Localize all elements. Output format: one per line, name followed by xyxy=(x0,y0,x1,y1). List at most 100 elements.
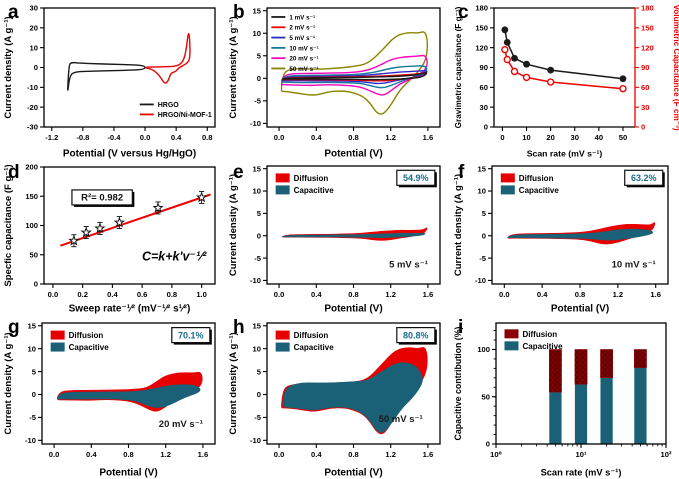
svg-text:Potential (V): Potential (V) xyxy=(99,468,157,479)
svg-text:10: 10 xyxy=(30,43,38,52)
svg-text:5: 5 xyxy=(32,367,37,376)
panel-c-label: c xyxy=(458,2,469,23)
svg-text:0.0: 0.0 xyxy=(49,450,60,459)
svg-text:-10: -10 xyxy=(250,119,261,128)
svg-text:Diffusion: Diffusion xyxy=(69,331,104,340)
panel-f-label: f xyxy=(458,162,465,183)
svg-text:Diffusion: Diffusion xyxy=(523,330,558,339)
svg-text:-10: -10 xyxy=(25,436,36,445)
svg-text:-10: -10 xyxy=(475,276,486,285)
panel-a-chart: -1.2 -0.8 -0.4 0.0 0.4 0.8 -30 -20 -10 0 10 20 30 Pot… xyxy=(3,4,216,160)
svg-text:Scan rate (mV s⁻¹): Scan rate (mV s⁻¹) xyxy=(527,149,603,159)
panel-e-label: e xyxy=(233,162,244,183)
svg-text:Diffusion: Diffusion xyxy=(519,174,554,183)
svg-text:10: 10 xyxy=(522,133,530,142)
svg-text:30: 30 xyxy=(641,103,649,112)
svg-text:5: 5 xyxy=(257,367,262,376)
svg-text:20: 20 xyxy=(30,24,38,33)
svg-text:-10: -10 xyxy=(27,83,38,92)
svg-text:-5: -5 xyxy=(254,413,262,422)
svg-text:10: 10 xyxy=(253,187,261,196)
panel-a: a -1.2 -0.8 -0.4 0.0 0.4 0.8 -30 -20 -10 0 10 20 30 P… xyxy=(0,0,226,160)
svg-text:Current density (A g⁻¹): Current density (A g⁻¹) xyxy=(228,16,239,118)
svg-text:R²= 0.982: R²= 0.982 xyxy=(81,193,123,204)
svg-text:15: 15 xyxy=(253,6,262,15)
panel-g-chart: 0.0 0.4 0.8 1.2 1.6 -10 -5 0 5 10 15 Potential (V) C… xyxy=(3,321,216,479)
panel-c-chart: 0 10 20 30 40 50 0 0 30 30 60 60 90 90 120 120 150 150 180… xyxy=(454,4,679,159)
panel-i-chart: 10⁰ 10¹ 10² 0 50 100 Scan rate (mV s⁻¹) Capacit… xyxy=(453,322,672,478)
svg-text:80.8%: 80.8% xyxy=(403,330,429,340)
svg-text:Capacitive: Capacitive xyxy=(523,342,564,351)
panel-d-label: d xyxy=(8,162,20,183)
svg-text:2 mV s⁻¹: 2 mV s⁻¹ xyxy=(289,25,315,32)
svg-text:10 mV s⁻¹: 10 mV s⁻¹ xyxy=(612,259,656,270)
panel-d-chart: 0.0 0.2 0.4 0.6 0.8 1.0 0 50 100 150 200 Sweep rate… xyxy=(3,163,216,315)
svg-text:1.6: 1.6 xyxy=(198,450,209,459)
svg-text:0.0: 0.0 xyxy=(140,133,151,142)
svg-text:15: 15 xyxy=(478,164,487,173)
svg-text:-20: -20 xyxy=(27,103,38,112)
svg-text:Diffusion: Diffusion xyxy=(294,174,329,183)
svg-text:10⁰: 10⁰ xyxy=(490,450,502,459)
svg-text:-5: -5 xyxy=(254,254,262,263)
svg-text:0.4: 0.4 xyxy=(171,133,182,142)
svg-text:-1.2: -1.2 xyxy=(45,133,58,142)
svg-text:Capacitive: Capacitive xyxy=(69,343,110,352)
svg-text:1.2: 1.2 xyxy=(385,450,396,459)
panel-h-label: h xyxy=(233,317,245,338)
svg-text:Potential (V): Potential (V) xyxy=(324,304,382,315)
panel-b: b 0.0 0.4 0.8 1.2 1.6 -10 -5 0 5 10 15 Potential (V… xyxy=(225,0,451,160)
svg-text:-5: -5 xyxy=(479,254,487,263)
svg-text:50 mV s⁻¹: 50 mV s⁻¹ xyxy=(289,66,318,73)
svg-text:10: 10 xyxy=(478,187,486,196)
svg-text:63.2%: 63.2% xyxy=(631,173,657,183)
svg-text:120: 120 xyxy=(475,43,488,52)
svg-text:Capacitive: Capacitive xyxy=(519,186,560,195)
svg-text:Volumetric Capacitance (F cm⁻³: Volumetric Capacitance (F cm⁻³) xyxy=(672,4,679,130)
svg-text:15: 15 xyxy=(253,321,262,330)
svg-text:20: 20 xyxy=(546,133,554,142)
panel-d: d 0.0 0.2 0.4 0.6 0.8 1.0 0 50 100 150 200 Sweep ra… xyxy=(0,160,226,315)
svg-text:70.1%: 70.1% xyxy=(178,330,204,340)
panel-a-label: a xyxy=(8,2,19,23)
svg-text:Capacitive: Capacitive xyxy=(294,343,335,352)
svg-text:90: 90 xyxy=(641,63,649,72)
svg-text:Current density (A g⁻¹): Current density (A g⁻¹) xyxy=(3,332,14,434)
svg-text:30: 30 xyxy=(571,133,579,142)
svg-text:0.2: 0.2 xyxy=(77,290,88,299)
svg-text:0.0: 0.0 xyxy=(274,450,285,459)
svg-text:-10: -10 xyxy=(250,276,261,285)
svg-text:Scan rate (mV s⁻¹): Scan rate (mV s⁻¹) xyxy=(541,468,622,478)
svg-text:HRGO: HRGO xyxy=(158,102,180,109)
svg-text:5 mV s⁻¹: 5 mV s⁻¹ xyxy=(389,259,428,270)
svg-text:0: 0 xyxy=(641,123,645,132)
svg-text:Current density (A g⁻¹): Current density (A g⁻¹) xyxy=(453,174,464,276)
svg-text:-0.4: -0.4 xyxy=(107,133,121,142)
svg-text:60: 60 xyxy=(480,83,488,92)
svg-text:5 mV s⁻¹: 5 mV s⁻¹ xyxy=(289,35,315,42)
svg-text:0.0: 0.0 xyxy=(274,290,285,299)
svg-text:Specfic capacitance (F g⁻¹): Specfic capacitance (F g⁻¹) xyxy=(3,164,14,286)
svg-text:10¹: 10¹ xyxy=(576,450,587,459)
svg-text:1 mV s⁻¹: 1 mV s⁻¹ xyxy=(289,14,315,21)
svg-text:30: 30 xyxy=(480,103,488,112)
panel-e-chart: 0.0 0.4 0.8 1.2 1.6 -10 -5 0 5 10 15 Potential (V) C… xyxy=(228,164,441,315)
svg-text:15: 15 xyxy=(253,164,262,173)
svg-text:150: 150 xyxy=(641,24,654,33)
svg-text:0.8: 0.8 xyxy=(348,133,359,142)
panel-g-label: g xyxy=(8,317,20,338)
svg-text:0.0: 0.0 xyxy=(48,290,59,299)
svg-text:0: 0 xyxy=(34,63,38,72)
panel-f-chart: 0.0 0.4 0.8 1.2 1.6 -10 -5 0 5 10 15 Potential (V) C… xyxy=(453,164,669,315)
panel-c: c 0 10 20 30 40 50 0 0 30 30 60 60 90 90 120 120 150 150 1… xyxy=(450,0,679,160)
svg-text:5: 5 xyxy=(257,209,262,218)
svg-text:Current density (A g⁻¹): Current density (A g⁻¹) xyxy=(228,174,239,276)
panel-i: i 10⁰ 10¹ 10² 0 50 100 Scan rate (mV s⁻¹) Capac… xyxy=(450,315,679,479)
svg-text:5: 5 xyxy=(257,51,262,60)
svg-text:150: 150 xyxy=(25,192,38,201)
svg-text:Capacitive: Capacitive xyxy=(294,186,335,195)
svg-text:Gravimetric capacitance (F g⁻¹: Gravimetric capacitance (F g⁻¹) xyxy=(454,6,463,128)
svg-text:0: 0 xyxy=(257,231,261,240)
svg-text:0.4: 0.4 xyxy=(311,133,322,142)
svg-text:HRGO/Ni-MOF-1: HRGO/Ni-MOF-1 xyxy=(158,112,212,119)
